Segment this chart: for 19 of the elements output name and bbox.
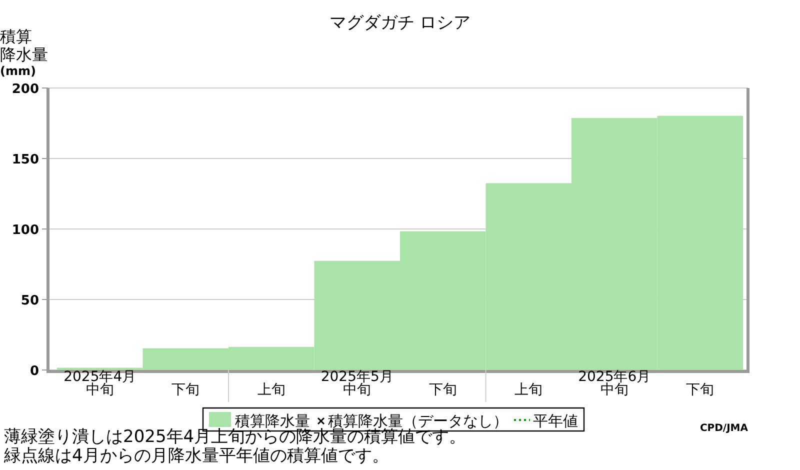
x-tick-label: 下旬 (428, 382, 457, 398)
legend-label: 平年値 (533, 412, 578, 430)
text: CPD/JMA (700, 423, 748, 434)
y-tick-label: 150 (12, 152, 39, 168)
y-tick-label: 50 (20, 294, 39, 308)
y-tick-label: 0 (30, 364, 39, 379)
x-tick-label: 上旬 (257, 382, 286, 398)
chart-title: マグダガチ ロシア (329, 13, 471, 33)
x-tick-label: 上旬 (514, 382, 543, 398)
x-tick-label: 2025年4月中旬 (64, 369, 136, 398)
x-tick-label: 下旬 (686, 382, 714, 398)
x-tick-label: 2025年6月中旬 (578, 369, 651, 398)
y-tick-label: 100 (12, 223, 39, 238)
legend-label: 積算降水量 (235, 412, 310, 430)
text: 緑点線は4月からの月降水量平年値の積算値です。 (3, 446, 389, 466)
y-axis-title: 積算降水量(mm) (0, 27, 48, 78)
x-tick-label: 下旬 (172, 382, 200, 398)
x-tick-label: 2025年5月中旬 (320, 369, 394, 398)
y-tick-label: 200 (12, 82, 39, 97)
